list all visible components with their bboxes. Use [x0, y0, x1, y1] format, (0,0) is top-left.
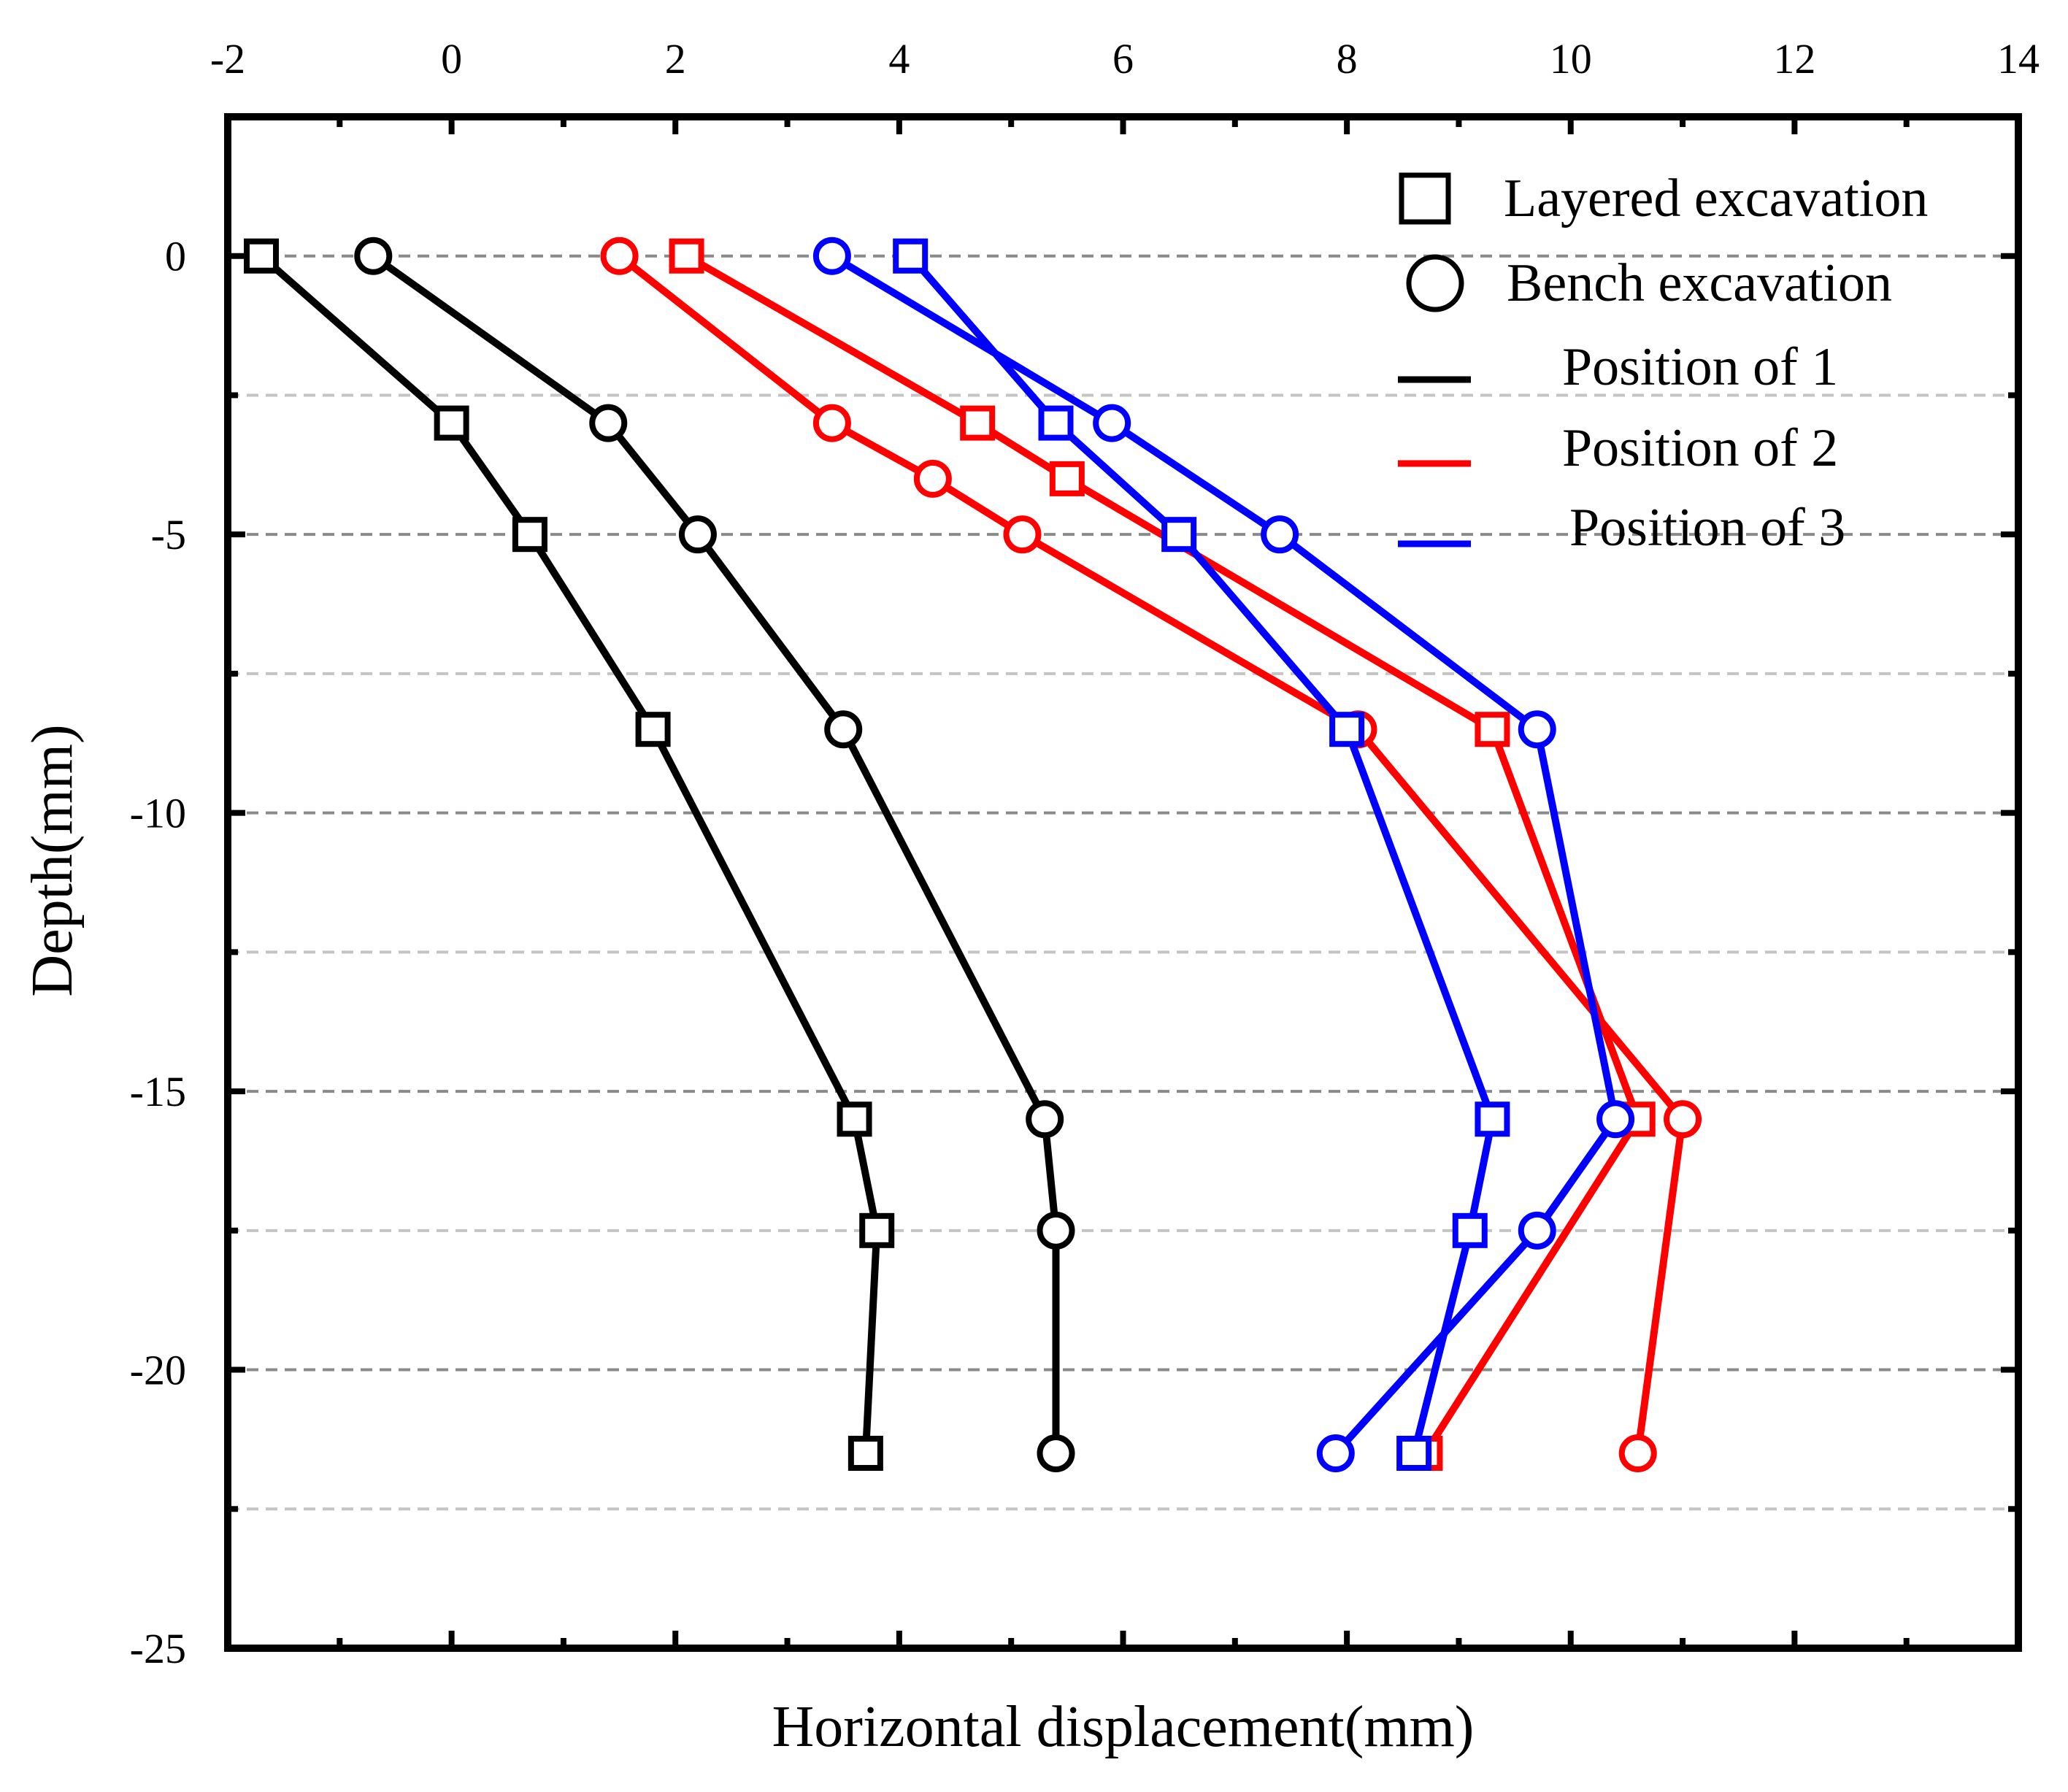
x-tick-label: 0 [441, 35, 462, 82]
y-tick-label: -15 [130, 1068, 186, 1115]
data-point-square [1329, 712, 1365, 747]
data-point-square [1049, 461, 1085, 496]
x-tick-label: 8 [1337, 35, 1358, 82]
data-point-circle [678, 515, 717, 554]
series-group [243, 237, 1702, 1472]
data-point-circle [1664, 1100, 1702, 1139]
legend-label-position-1: Position of 1 [1562, 337, 1838, 397]
y-tick-label: -25 [130, 1625, 186, 1672]
y-tick-label: -10 [130, 790, 186, 837]
data-point-circle [824, 710, 863, 749]
x-tick-label: 14 [1997, 35, 2040, 82]
data-point-circle [1093, 404, 1131, 442]
series-line [617, 253, 1687, 1454]
x-tick-label: 12 [1773, 35, 1815, 82]
x-tick-label: 4 [888, 35, 910, 82]
data-point-square [243, 238, 279, 274]
data-point-square [512, 517, 547, 553]
data-point-square [859, 1212, 895, 1248]
data-point-square [1475, 1101, 1510, 1137]
data-point-square [434, 405, 469, 441]
data-point-circle [589, 404, 628, 442]
data-point-circle [1261, 515, 1299, 554]
series-line [830, 253, 1620, 1456]
data-point-circle [812, 237, 851, 275]
data-point-circle [600, 237, 639, 275]
series-line [685, 253, 1642, 1455]
data-point-square [1038, 405, 1074, 441]
data-point-circle [1037, 1211, 1075, 1250]
y-tick-label: -20 [130, 1347, 186, 1394]
data-point-square [1452, 1212, 1488, 1248]
data-point-square [1161, 517, 1197, 553]
data-point-circle [812, 404, 851, 442]
data-point-square [847, 1435, 883, 1471]
data-point-square [635, 712, 671, 747]
data-point-square [893, 238, 929, 274]
x-tick-label: 6 [1112, 35, 1134, 82]
data-point-square [837, 1101, 872, 1137]
data-point-circle [913, 459, 952, 498]
legend-label-layered: Layered excavation [1504, 169, 1928, 228]
data-point-square [669, 238, 704, 274]
data-point-circle [1618, 1434, 1657, 1472]
legend-label-position-3: Position of 3 [1569, 498, 1845, 558]
series-line [258, 253, 881, 1454]
data-point-square [1396, 1435, 1432, 1471]
data-point-circle [1316, 1434, 1355, 1472]
y-tick-label: 0 [165, 233, 186, 280]
series-position-1-bench-excavation [354, 237, 1075, 1472]
data-point-circle [1026, 1100, 1064, 1139]
grid-lines [228, 254, 2018, 1511]
x-axis-title: Horizontal displacement(mm) [772, 1695, 1475, 1759]
legend: Layered excavation Bench excavation Posi… [1398, 169, 1928, 558]
data-point-circle [1518, 710, 1556, 749]
legend-label-bench: Bench excavation [1507, 253, 1892, 313]
legend-label-position-2: Position of 2 [1562, 418, 1838, 478]
data-point-circle [1596, 1100, 1635, 1139]
series-position-3-bench-excavation [812, 237, 1635, 1472]
data-point-square [1475, 712, 1510, 747]
series-position-1-layered-excavation [243, 238, 895, 1471]
axis-ticks [228, 117, 2018, 1648]
legend-square-marker [1399, 172, 1451, 225]
data-point-circle [354, 237, 393, 275]
data-point-circle [1037, 1434, 1075, 1472]
y-tick-label: -5 [151, 511, 186, 558]
data-point-circle [1518, 1211, 1556, 1250]
data-point-square [960, 405, 996, 441]
series-position-3-layered-excavation [893, 238, 1510, 1471]
tick-labels: -2 0 2 4 6 8 10 12 140-5-10-15-20-25 [130, 35, 2040, 1672]
legend-circle-marker [1406, 254, 1464, 312]
data-point-circle [1003, 515, 1042, 554]
x-tick-label: 2 [665, 35, 686, 82]
y-axis-title: Depth(mm) [20, 724, 85, 996]
x-tick-label: -2 [210, 35, 245, 82]
x-tick-label: 10 [1550, 35, 1592, 82]
